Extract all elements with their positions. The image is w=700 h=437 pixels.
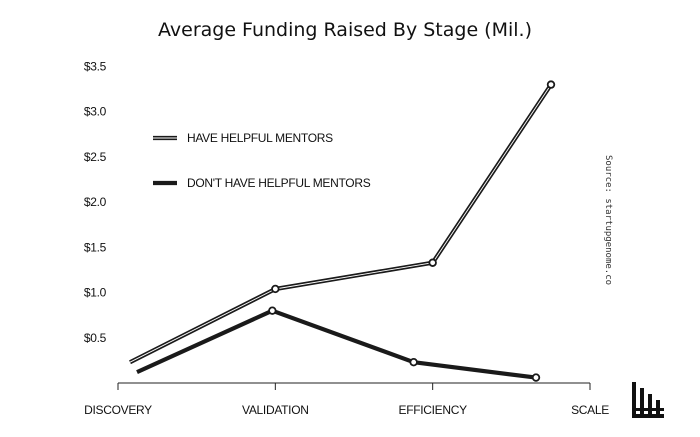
legend: HAVE HELPFUL MENTORS DON'T HAVE HELPFUL M… bbox=[153, 131, 371, 190]
x-tick-label: EFFICIENCY bbox=[398, 403, 467, 417]
data-point bbox=[546, 80, 556, 89]
y-tick-label: $2.5 bbox=[84, 150, 107, 164]
data-point bbox=[409, 358, 418, 367]
startup-genome-logo-icon bbox=[632, 382, 664, 418]
y-tick-label: $0.5 bbox=[84, 331, 107, 345]
series-line-inner bbox=[129, 84, 552, 363]
y-tick-label: $3.0 bbox=[84, 105, 107, 119]
y-tick-label: $1.0 bbox=[84, 286, 107, 300]
data-point bbox=[268, 306, 277, 315]
x-tick-label: SCALE bbox=[571, 403, 609, 417]
y-axis: $0.5 $1.0 $1.5 $2.0 $2.5 $3.0 $3.5 bbox=[84, 60, 107, 345]
series-line bbox=[129, 83, 553, 365]
series-have-mentors bbox=[129, 80, 556, 365]
source-note: Source: startupgenome.co bbox=[603, 155, 613, 285]
x-tick-label: DISCOVERY bbox=[84, 403, 152, 417]
legend-label: DON'T HAVE HELPFUL MENTORS bbox=[187, 176, 371, 190]
x-tick-label: VALIDATION bbox=[242, 403, 309, 417]
y-tick-label: $2.0 bbox=[84, 195, 107, 209]
series-no-mentors bbox=[136, 306, 541, 382]
y-tick-label: $1.5 bbox=[84, 240, 107, 254]
data-point bbox=[428, 258, 437, 267]
series-line bbox=[136, 308, 537, 380]
data-point bbox=[531, 373, 541, 382]
legend-label: HAVE HELPFUL MENTORS bbox=[187, 131, 333, 145]
y-tick-label: $3.5 bbox=[84, 60, 107, 74]
data-point bbox=[271, 284, 280, 294]
x-axis: DISCOVERY VALIDATION EFFICIENCY SCALE bbox=[84, 382, 610, 417]
chart-title: Average Funding Raised By Stage (Mil.) bbox=[158, 19, 532, 41]
series-layer bbox=[129, 80, 556, 382]
